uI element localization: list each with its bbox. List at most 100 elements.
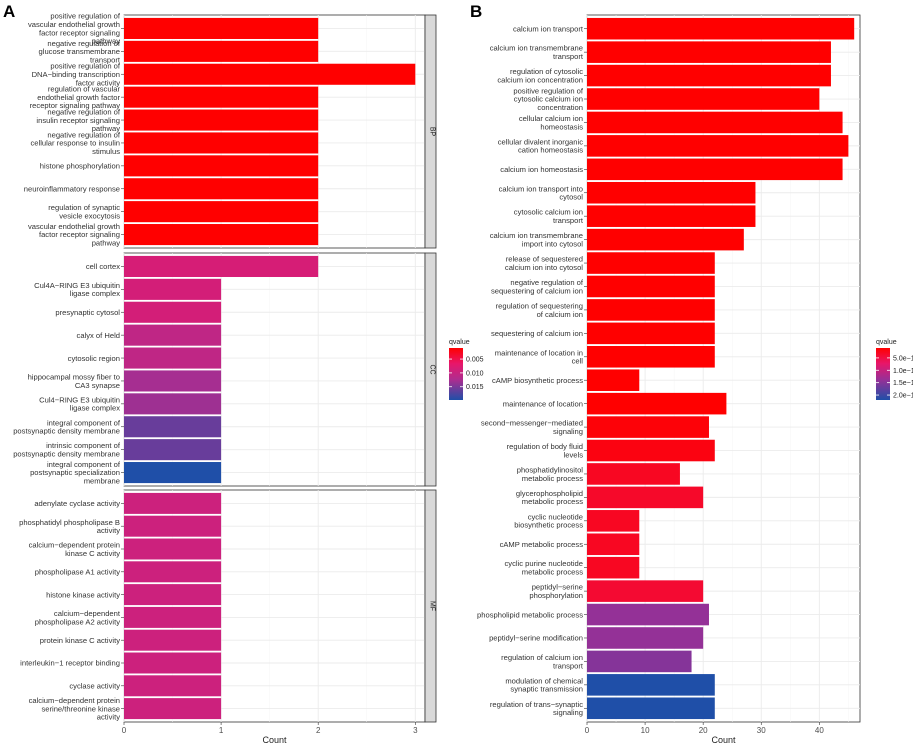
ylabel-cyclase-activity-line: cyclase activity — [69, 682, 120, 691]
x-tick-label: 30 — [757, 726, 766, 735]
ylabel-negative-regulation-of-glucose-transmembrane-transport-line: negative regulation of — [47, 39, 121, 48]
bar-negative-regulation-of-glucose-transmembrane-transport — [124, 40, 319, 62]
ylabel-integral-component-of-postsynaptic-specialization-membrane: integral component of postsynaptic specia… — [30, 460, 121, 486]
legend-tick-label: 0.015 — [466, 384, 484, 391]
bar-calcium-dependent-protein-kinase-c-activity — [124, 538, 222, 560]
ylabel-calcium-ion-transport-into-cytosol-line: cytosol — [559, 193, 583, 202]
ylabel-glycerophospholipid-metabolic-process-line: glycerophospholipid — [516, 489, 583, 498]
bar-regulation-of-trans-synaptic-signaling — [587, 697, 715, 720]
ylabel-hippocampal-mossy-fiber-to-ca3-synapse-line: CA3 synapse — [75, 381, 120, 390]
ylabel-cul4a-ring-e3-ubiquitin-ligase-complex-line: ligase complex — [70, 289, 120, 298]
ylabel-calcium-dependent-protein-serine-threonine-kinase-activity-line: activity — [97, 713, 120, 722]
bar-negative-regulation-of-cellular-response-to-insulin-stimulus — [124, 132, 319, 154]
ylabel-glycerophospholipid-metabolic-process: glycerophospholipid metabolic process — [516, 489, 583, 506]
ylabel-second-messenger-mediated-signaling-line: signaling — [553, 427, 583, 436]
ylabel-positive-regulation-of-vascular-endothelial-growth-factor-receptor-signaling-pathway-line: factor receptor signaling — [39, 28, 120, 37]
x-tick-label: 0 — [122, 726, 127, 735]
bar-regulation-of-body-fluid-levels — [587, 439, 715, 462]
bar-adenylate-cyclase-activity — [124, 492, 222, 514]
ylabel-camp-metabolic-process: cAMP metabolic process — [500, 540, 584, 549]
x-tick-label: 20 — [699, 726, 708, 735]
ylabel-cytosolic-region-line: cytosolic region — [68, 354, 120, 363]
ylabel-positive-regulation-of-cytosolic-calcium-ion-concentration-line: concentration — [537, 103, 583, 112]
ylabel-adenylate-cyclase-activity: adenylate cyclase activity — [34, 499, 120, 508]
bar-integral-component-of-postsynaptic-specialization-membrane — [124, 462, 222, 484]
bar-calyx-of-held — [124, 324, 222, 346]
panel-a-chart: positive regulation of vascular endotheli… — [13, 12, 483, 743]
facet-strip-label-cc: CC — [429, 364, 436, 374]
ylabel-negative-regulation-of-glucose-transmembrane-transport-line: transport — [90, 55, 121, 64]
bar-cellular-divalent-inorganic-cation-homeostasis — [587, 135, 849, 157]
ylabel-cell-cortex-line: cell cortex — [86, 262, 120, 271]
ylabel-calcium-ion-transport-into-cytosol-line: calcium ion transport into — [499, 184, 583, 193]
ylabel-hippocampal-mossy-fiber-to-ca3-synapse-line: hippocampal mossy fiber to — [28, 373, 120, 382]
ylabel-regulation-of-calcium-ion-transport-line: regulation of calcium ion — [501, 653, 583, 662]
ylabel-camp-biosynthetic-process: cAMP biosynthetic process — [492, 376, 583, 385]
ylabel-cyclic-purine-nucleotide-metabolic-process-line: cyclic purine nucleotide — [504, 559, 583, 568]
ylabel-calcium-ion-transport: calcium ion transport — [513, 24, 584, 33]
ylabel-regulation-of-calcium-ion-transport: regulation of calcium ion transport — [501, 653, 584, 670]
bar-maintenance-of-location — [587, 392, 727, 415]
ylabel-negative-regulation-of-cellular-response-to-insulin-stimulus-line: cellular response to insulin — [31, 139, 121, 148]
ylabel-cellular-calcium-ion-homeostasis-line: homeostasis — [540, 122, 583, 131]
bar-phosphatidyl-phospholipase-b-activity — [124, 515, 222, 537]
x-tick-label: 10 — [641, 726, 650, 735]
ylabel-cyclic-nucleotide-biosynthetic-process-line: cyclic nucleotide — [528, 512, 583, 521]
bar-maintenance-of-location-in-cell — [587, 346, 715, 368]
bar-presynaptic-cytosol — [124, 301, 222, 323]
ylabel-regulation-of-vascular-endothelial-growth-factor-receptor-signaling-pathway: regulation of vascular endothelial growth… — [30, 85, 121, 111]
bar-cyclic-nucleotide-biosynthetic-process — [587, 510, 640, 532]
ylabel-positive-regulation-of-cytosolic-calcium-ion-concentration-line: cytosolic calcium ion — [514, 95, 583, 104]
facet-strip — [424, 489, 437, 723]
ylabel-negative-regulation-of-insulin-receptor-signaling-pathway-line: insulin receptor signaling — [36, 116, 120, 125]
ylabel-calcium-dependent-phospholipase-a2-activity-line: phospholipase A2 activity — [35, 617, 120, 626]
ylabel-peptidyl-serine-modification-line: peptidyl−serine modification — [489, 634, 583, 643]
ylabel-regulation-of-sequestering-of-calcium-ion: regulation of sequestering of calcium ion — [496, 302, 583, 319]
bar-cul4a-ring-e3-ubiquitin-ligase-complex — [124, 278, 222, 300]
bar-cellular-calcium-ion-homeostasis — [587, 111, 843, 134]
bar-second-messenger-mediated-signaling — [587, 416, 709, 438]
bar-phospholipid-metabolic-process — [587, 603, 709, 626]
ylabel-calcium-ion-transport-into-cytosol: calcium ion transport into cytosol — [499, 184, 584, 201]
panel-b-chart: calcium ion transport calcium ion transme… — [477, 14, 913, 743]
ylabel-calcium-ion-homeostasis-line: calcium ion homeostasis — [500, 165, 583, 174]
legend-title: qvalue — [876, 339, 897, 346]
x-axis-title: Count — [711, 735, 736, 743]
ylabel-calcium-ion-transmembrane-import-into-cytosol: calcium ion transmembrane import into cyt… — [490, 231, 584, 248]
x-tick-label: 2 — [316, 726, 321, 735]
panel-label-a: A — [3, 2, 15, 21]
ylabel-modulation-of-chemical-synaptic-transmission-line: modulation of chemical — [505, 676, 583, 685]
ylabel-regulation-of-trans-synaptic-signaling-line: signaling — [553, 708, 583, 717]
ylabel-negative-regulation-of-cellular-response-to-insulin-stimulus: negative regulation of cellular response … — [31, 130, 121, 156]
legend-title: qvalue — [449, 339, 470, 346]
ylabel-cul4-ring-e3-ubiquitin-ligase-complex: Cul4−RING E3 ubiquitin ligase complex — [39, 395, 120, 412]
ylabel-second-messenger-mediated-signaling: second−messenger−mediated signaling — [481, 419, 583, 436]
ylabel-neuroinflammatory-response: neuroinflammatory response — [24, 184, 120, 193]
ylabel-calcium-ion-transmembrane-import-into-cytosol-line: calcium ion transmembrane — [490, 231, 583, 240]
ylabel-maintenance-of-location-line: maintenance of location — [503, 399, 583, 408]
bar-phospholipase-a1-activity — [124, 561, 222, 583]
ylabel-vascular-endothelial-growth-factor-receptor-signaling-pathway: vascular endothelial growth factor recept… — [28, 222, 120, 248]
ylabel-calcium-dependent-protein-kinase-c-activity-line: calcium−dependent protein — [29, 541, 120, 550]
ylabel-vascular-endothelial-growth-factor-receptor-signaling-pathway-line: vascular endothelial growth — [28, 222, 120, 231]
ylabel-positive-regulation-of-cytosolic-calcium-ion-concentration: positive regulation of cytosolic calcium … — [513, 86, 584, 112]
bar-calcium-ion-transport-into-cytosol — [587, 181, 756, 204]
ylabel-sequestering-of-calcium-ion-line: sequestering of calcium ion — [491, 329, 583, 338]
ylabel-cytosolic-calcium-ion-transport: cytosolic calcium ion transport — [514, 208, 584, 225]
ylabel-positive-regulation-of-vascular-endothelial-growth-factor-receptor-signaling-pathway: positive regulation of vascular endotheli… — [28, 12, 121, 46]
ylabel-phospholipase-a1-activity: phospholipase A1 activity — [35, 568, 120, 577]
ylabel-cyclic-nucleotide-biosynthetic-process-line: biosynthetic process — [514, 521, 583, 530]
facet-strip — [424, 14, 437, 249]
ylabel-calcium-ion-transport-line: calcium ion transport — [513, 24, 584, 33]
ylabel-presynaptic-cytosol-line: presynaptic cytosol — [55, 308, 120, 317]
legend-tick-label: 2.0e−12 — [893, 393, 913, 400]
bar-interleukin-1-receptor-binding — [124, 652, 222, 674]
bar-camp-metabolic-process — [587, 533, 640, 556]
panel-label-b: B — [470, 2, 482, 21]
ylabel-phosphatidylinositol-metabolic-process-line: metabolic process — [522, 474, 583, 483]
bar-cytosolic-calcium-ion-transport — [587, 205, 756, 227]
ylabel-calcium-dependent-protein-kinase-c-activity: calcium−dependent protein kinase C activi… — [29, 541, 121, 558]
ylabel-histone-phosphorylation-line: histone phosphorylation — [40, 162, 120, 171]
ylabel-integral-component-of-postsynaptic-specialization-membrane-line: integral component of — [47, 460, 121, 469]
